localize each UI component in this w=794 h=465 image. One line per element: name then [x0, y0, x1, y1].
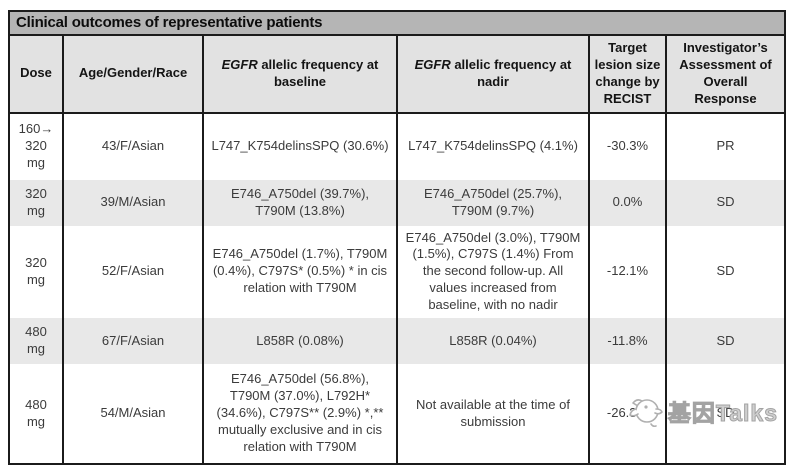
cell-nadir-frequency: Not available at the time of submission — [396, 364, 589, 464]
col-header-age-gender-race: Age/Gender/Race — [62, 36, 203, 114]
cell-overall-response: SD — [665, 364, 784, 464]
cell-overall-response: SD — [665, 225, 784, 319]
table-title: Clinical outcomes of representative pati… — [10, 12, 784, 36]
cell-baseline-frequency: E746_A750del (56.8%), T790M (37.0%), L79… — [202, 364, 397, 464]
col-header-baseline-frequency: EGFR allelic frequency at baseline — [202, 36, 397, 114]
cell-age-gender-race: 54/M/Asian — [62, 364, 203, 464]
col-header-recist-change: Target lesion size change by RECIST — [588, 36, 666, 114]
col-header-dose: Dose — [10, 36, 63, 114]
cell-recist-change: -12.1% — [588, 225, 666, 319]
page: Clinical outcomes of representative pati… — [8, 10, 786, 465]
cell-baseline-frequency: L747_K754delinsSPQ (30.6%) — [202, 112, 397, 180]
cell-dose: 320 mg — [10, 179, 63, 226]
cell-nadir-frequency: E746_A750del (3.0%), T790M (1.5%), C797S… — [396, 225, 589, 319]
cell-recist-change: -30.3% — [588, 112, 666, 180]
cell-age-gender-race: 67/F/Asian — [62, 318, 203, 365]
table-row: 320 mg 52/F/Asian E746_A750del (1.7%), T… — [10, 225, 784, 319]
outcomes-table: Dose Age/Gender/Race EGFR allelic freque… — [10, 36, 784, 464]
cell-dose: 480 mg — [10, 364, 63, 464]
cell-overall-response: SD — [665, 179, 784, 226]
table-row: 160→ 320 mg 43/F/Asian L747_K754delinsSP… — [10, 112, 784, 180]
cell-dose: 160→ 320 mg — [10, 112, 63, 180]
col-header-nadir-frequency: EGFR allelic frequency at nadir — [396, 36, 589, 114]
cell-recist-change: -26.3% — [588, 364, 666, 464]
cell-baseline-frequency: E746_A750del (39.7%), T790M (13.8%) — [202, 179, 397, 226]
cell-nadir-frequency: E746_A750del (25.7%), T790M (9.7%) — [396, 179, 589, 226]
header-row: Dose Age/Gender/Race EGFR allelic freque… — [10, 36, 784, 114]
clinical-outcomes-table: Clinical outcomes of representative pati… — [8, 10, 786, 465]
cell-baseline-frequency: L858R (0.08%) — [202, 318, 397, 365]
col-header-overall-response: Investigator’s Assessment of Overall Res… — [665, 36, 784, 114]
cell-baseline-frequency: E746_A750del (1.7%), T790M (0.4%), C797S… — [202, 225, 397, 319]
cell-recist-change: -11.8% — [588, 318, 666, 365]
cell-age-gender-race: 39/M/Asian — [62, 179, 203, 226]
table-row: 320 mg 39/M/Asian E746_A750del (39.7%), … — [10, 179, 784, 226]
table-row: 480 mg 54/M/Asian E746_A750del (56.8%), … — [10, 364, 784, 464]
cell-nadir-frequency: L858R (0.04%) — [396, 318, 589, 365]
cell-nadir-frequency: L747_K754delinsSPQ (4.1%) — [396, 112, 589, 180]
table-row: 480 mg 67/F/Asian L858R (0.08%) L858R (0… — [10, 318, 784, 365]
egfr-italic-label: EGFR — [414, 56, 451, 72]
cell-recist-change: 0.0% — [588, 179, 666, 226]
cell-overall-response: SD — [665, 318, 784, 365]
cell-dose: 480 mg — [10, 318, 63, 365]
cell-dose: 320 mg — [10, 225, 63, 319]
cell-overall-response: PR — [665, 112, 784, 180]
egfr-italic-label: EGFR — [221, 56, 258, 72]
cell-age-gender-race: 52/F/Asian — [62, 225, 203, 319]
cell-age-gender-race: 43/F/Asian — [62, 112, 203, 180]
